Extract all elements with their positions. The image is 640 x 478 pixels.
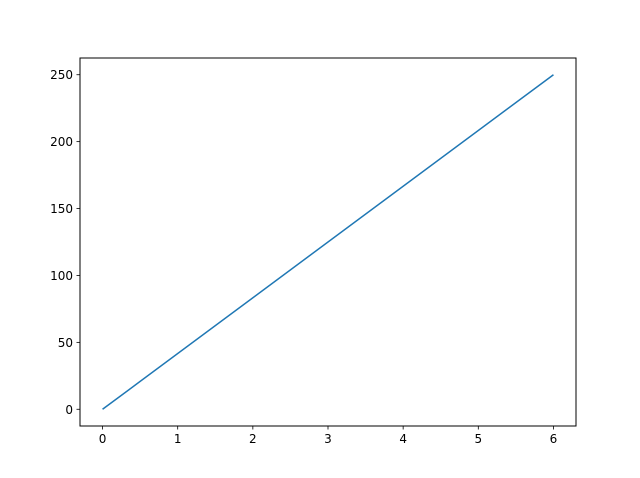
x-tick-label: 4 [399, 432, 407, 446]
y-tick-label: 0 [65, 403, 73, 417]
y-tick-label: 100 [50, 269, 73, 283]
x-tick-label: 3 [324, 432, 332, 446]
x-tick-label: 5 [474, 432, 482, 446]
y-tick-label: 50 [58, 336, 73, 350]
y-tick-label: 200 [50, 135, 73, 149]
x-tick-label: 6 [550, 432, 558, 446]
x-tick-label: 2 [249, 432, 257, 446]
y-tick-label: 150 [50, 202, 73, 216]
x-tick-label: 0 [99, 432, 107, 446]
y-tick-label: 250 [50, 68, 73, 82]
x-tick-label: 1 [174, 432, 182, 446]
series-line [102, 74, 554, 410]
axes-frame [79, 57, 577, 427]
